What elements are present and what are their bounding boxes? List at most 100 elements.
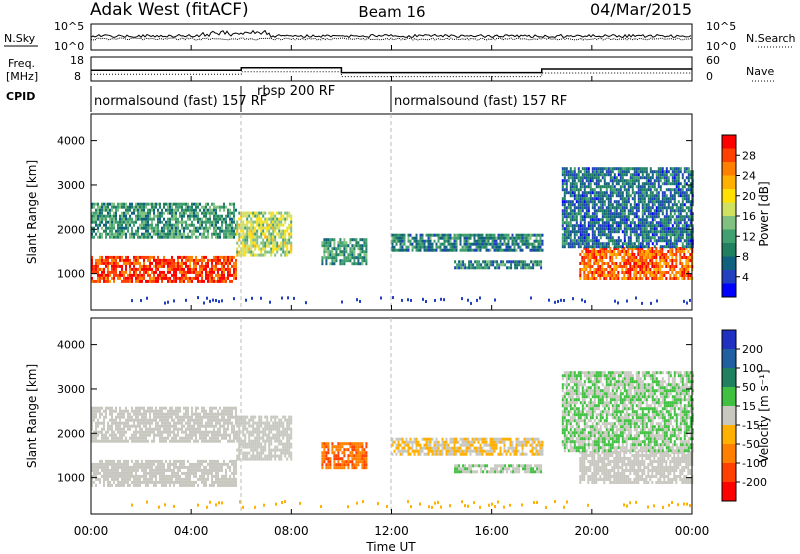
echo-cell-3 [327, 250, 330, 254]
echo-cell-0 [123, 468, 125, 472]
echo-cell-0 [123, 477, 125, 481]
echo-cell-6 [629, 256, 632, 259]
echo-cell-1 [129, 208, 131, 212]
echo-cell-0 [209, 258, 211, 262]
echo-cell-0 [107, 474, 109, 478]
echo-cell-0 [233, 483, 235, 487]
echo-cell-7 [635, 167, 638, 171]
echo-cell-4 [517, 233, 520, 237]
echo-cell-1 [127, 427, 129, 431]
echo-cell-7 [575, 215, 578, 219]
echo-cell-7 [607, 245, 610, 249]
echo-cell-0 [109, 255, 111, 259]
echo-cell-1 [119, 424, 121, 428]
echo-cell-7 [581, 242, 584, 246]
echo-cell-7 [607, 215, 610, 219]
echo-cell-1 [153, 439, 155, 443]
echo-cell-4 [541, 248, 544, 252]
echo-cell-1 [161, 232, 163, 236]
echo-cell-7 [573, 233, 576, 237]
echo-cell-1 [159, 418, 161, 422]
echo-cell-0 [215, 264, 217, 268]
echo-cell-7 [639, 194, 642, 198]
echo-cell-6 [671, 259, 674, 262]
echo-cell-0 [159, 273, 161, 277]
echo-cell-2 [262, 229, 265, 233]
echo-cell-7 [569, 236, 572, 240]
echo-cell-6 [585, 253, 588, 256]
echo-cell-6 [639, 277, 642, 280]
echo-cell-2 [236, 229, 239, 233]
echo-cell-6 [609, 277, 612, 280]
echo-cell-7 [687, 170, 690, 174]
echo-cell-7 [625, 221, 628, 225]
echo-cell-7 [671, 209, 674, 213]
echo-cell-2 [238, 232, 241, 236]
echo-cell-4 [399, 236, 402, 240]
echo-cell-5 [474, 260, 477, 264]
echo-cell-7 [667, 179, 670, 183]
echo-cell-1 [127, 220, 129, 224]
echo-cell-0 [113, 258, 115, 262]
echo-cell-1 [141, 211, 143, 215]
echo-cell-2 [242, 247, 245, 251]
echo-cell-6 [681, 274, 684, 277]
echo-cell-7 [643, 239, 646, 243]
echo-cell-4 [485, 248, 488, 252]
echo-cell-1 [233, 229, 235, 233]
echo-cell-4 [433, 248, 436, 252]
echo-cell-1 [109, 409, 111, 413]
echo-cell-0 [179, 267, 181, 271]
echo-cell-7 [561, 242, 564, 246]
echo-cell-7 [665, 233, 668, 237]
echo-cell-7 [625, 203, 628, 207]
echo-cell-7 [645, 191, 648, 195]
echo-cell-7 [667, 176, 670, 180]
echo-cell-1 [143, 232, 145, 236]
echo-cell-1 [101, 430, 103, 434]
echo-cell-2 [242, 223, 245, 227]
echo-cell-0 [229, 468, 231, 472]
echo-cell-0 [93, 480, 95, 484]
echo-cell-0 [173, 474, 175, 478]
echo-cell-6 [681, 262, 684, 265]
echo-cell-0 [159, 261, 161, 265]
echo-cell-7 [609, 179, 612, 183]
echo-cell-0 [95, 270, 97, 274]
echo-cell-6 [659, 274, 662, 277]
echo-cell-7 [663, 197, 666, 201]
echo-cell-7 [573, 206, 576, 210]
echo-cell-7 [663, 227, 666, 231]
echo-cell-0 [185, 255, 187, 259]
echo-cell-7 [635, 212, 638, 216]
echo-cell-1 [141, 415, 143, 419]
echo-cell-7 [627, 215, 630, 219]
echo-cell-7 [631, 173, 634, 177]
echo-cell-0 [119, 471, 121, 475]
echo-cell-1 [213, 220, 215, 224]
echo-cell-1 [135, 412, 137, 416]
echo-cell-7 [615, 194, 618, 198]
echo-cell-0 [201, 480, 203, 484]
echo-cell-1 [195, 211, 197, 215]
echo-cell-0 [183, 267, 185, 271]
echo-cell-1 [133, 418, 135, 422]
echo-cell-1 [163, 205, 165, 209]
echo-cell-1 [203, 235, 205, 239]
echo-cell-7 [627, 170, 630, 174]
echo-cell-0 [209, 471, 211, 475]
echo-cell-6 [579, 271, 582, 274]
echo-cell-0 [147, 483, 149, 487]
echo-cell-0 [167, 264, 169, 268]
echo-cell-1 [125, 430, 127, 434]
echo-cell-5 [464, 266, 467, 270]
echo-cell-1 [97, 409, 99, 413]
echo-cell-7 [585, 242, 588, 246]
echo-cell-1 [197, 226, 199, 230]
ground-scatter-cell [251, 296, 253, 300]
echo-cell-1 [217, 217, 219, 221]
echo-cell-6 [647, 253, 650, 256]
echo-cell-1 [173, 226, 175, 230]
echo-cell-7 [665, 209, 668, 213]
echo-cell-1 [229, 202, 231, 206]
